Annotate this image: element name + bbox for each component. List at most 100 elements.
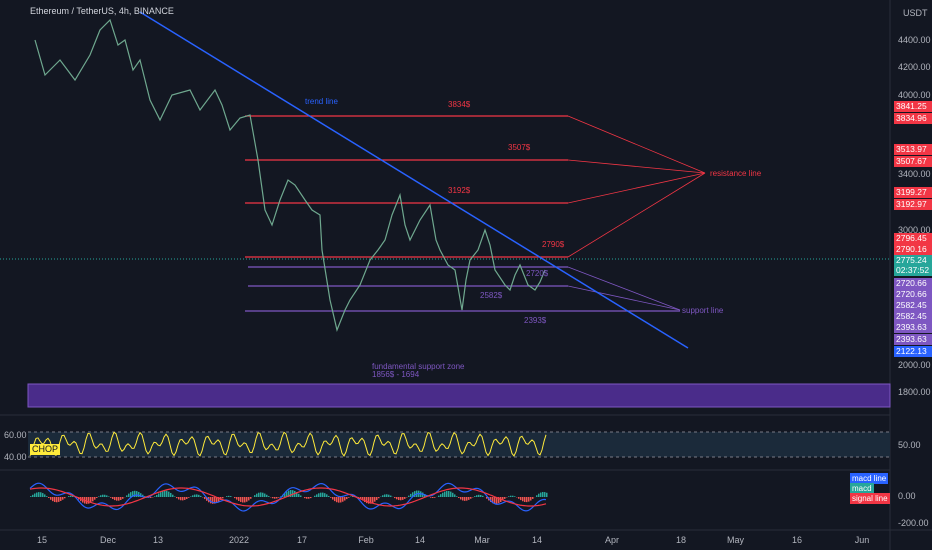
macd-bar [476,495,478,497]
macd-bar [424,493,426,497]
macd-bar [414,491,416,497]
macd-bar [210,497,212,504]
macd-bar [156,494,158,497]
macd-bar [118,497,120,501]
time-label: 14 [531,535,542,545]
macd-bar [276,497,278,499]
macd-bar [528,497,530,502]
price-series [34,18,546,332]
price-label: 4000.00 [898,90,931,100]
macd-bar [396,497,398,500]
macd-bar [466,497,468,501]
macd-bar [38,492,40,497]
macd-bar [218,497,220,502]
price-label: 2000.00 [898,360,931,370]
price-tag: 02:37:52 [894,265,932,276]
time-label: 13 [152,535,163,545]
macd-bar [474,496,476,497]
price-label: 4400.00 [898,35,931,45]
macd-bar [430,497,432,498]
macd-bar [480,494,482,497]
price-tag: 2796.45 [894,233,932,244]
macd-bar [304,497,306,499]
price-tag: 2790.16 [894,244,932,255]
symbol-title: Ethereum / TetherUS, 4h, BINANCE [30,6,174,16]
macd-legend: macd [850,483,874,494]
macd-bar [490,497,492,503]
macd-bar [34,493,36,497]
macd-bar [538,493,540,497]
macd-bar [444,491,446,497]
macd-bar [448,490,450,497]
macd-bar [410,493,412,497]
macd-bar [128,493,130,497]
macd-bar [324,493,326,497]
macd-bar [256,493,258,497]
macd-bar [278,497,280,498]
macd-bar [310,497,312,499]
time-label: 17 [296,535,307,545]
macd-bar [194,494,196,497]
time-label: 15 [36,535,47,545]
macd-bar [266,494,268,497]
macd-bar [174,496,176,497]
macd-bar [114,497,116,501]
time-label: Jun [854,535,870,545]
macd-bar [308,497,310,499]
macd-bar [400,497,402,501]
macd-bar [364,497,366,503]
macd-bar [432,497,434,499]
macd-bar [254,495,256,497]
macd-bar [58,497,60,502]
macd-bar [300,495,302,497]
annotation: 3834$ [448,100,471,109]
macd-bar [106,495,108,497]
time-label: May [727,535,745,545]
macd-bar [226,496,228,497]
macd-line [29,482,547,512]
macd-bar [188,497,190,498]
time-label: 18 [675,535,686,545]
macd-bar [264,493,266,497]
price-tag: 2720.66 [894,289,932,300]
macd-bar [378,497,380,499]
time-label: 14 [414,535,425,545]
macd-bar [314,495,316,497]
macd-bar [520,497,522,501]
annotation: 3507$ [508,143,531,152]
macd-bar [54,497,56,503]
macd-bar [272,497,274,499]
macd-bar [454,494,456,497]
macd-bar [142,494,144,497]
macd-bar [518,497,520,499]
macd-bar [68,496,70,497]
macd-bar [504,497,506,499]
macd-bar [176,497,178,499]
time-label: 2022 [229,535,250,545]
macd-bar [438,495,440,497]
price-tag: 2582.45 [894,311,932,322]
macd-bar [344,497,346,501]
macd-bar [162,491,164,497]
macd-bar [394,497,396,499]
macd-bar [452,492,454,497]
macd-bar [262,492,264,497]
macd-bar [360,497,362,499]
macd-bar [306,497,308,499]
annotation: 2790$ [542,240,565,249]
macd-bar [442,492,444,497]
macd-bar [388,494,390,497]
macd-bar [248,497,250,501]
macd-bar [260,492,262,497]
macd-bar [240,497,242,502]
macd-bar [172,494,174,497]
trend-line [139,11,689,349]
macd-bar [468,497,470,500]
macd-bar [536,495,538,497]
price-tag: 2720.66 [894,278,932,289]
macd-bar [382,495,384,497]
macd-bar [92,497,94,502]
macd-bar [408,495,410,497]
